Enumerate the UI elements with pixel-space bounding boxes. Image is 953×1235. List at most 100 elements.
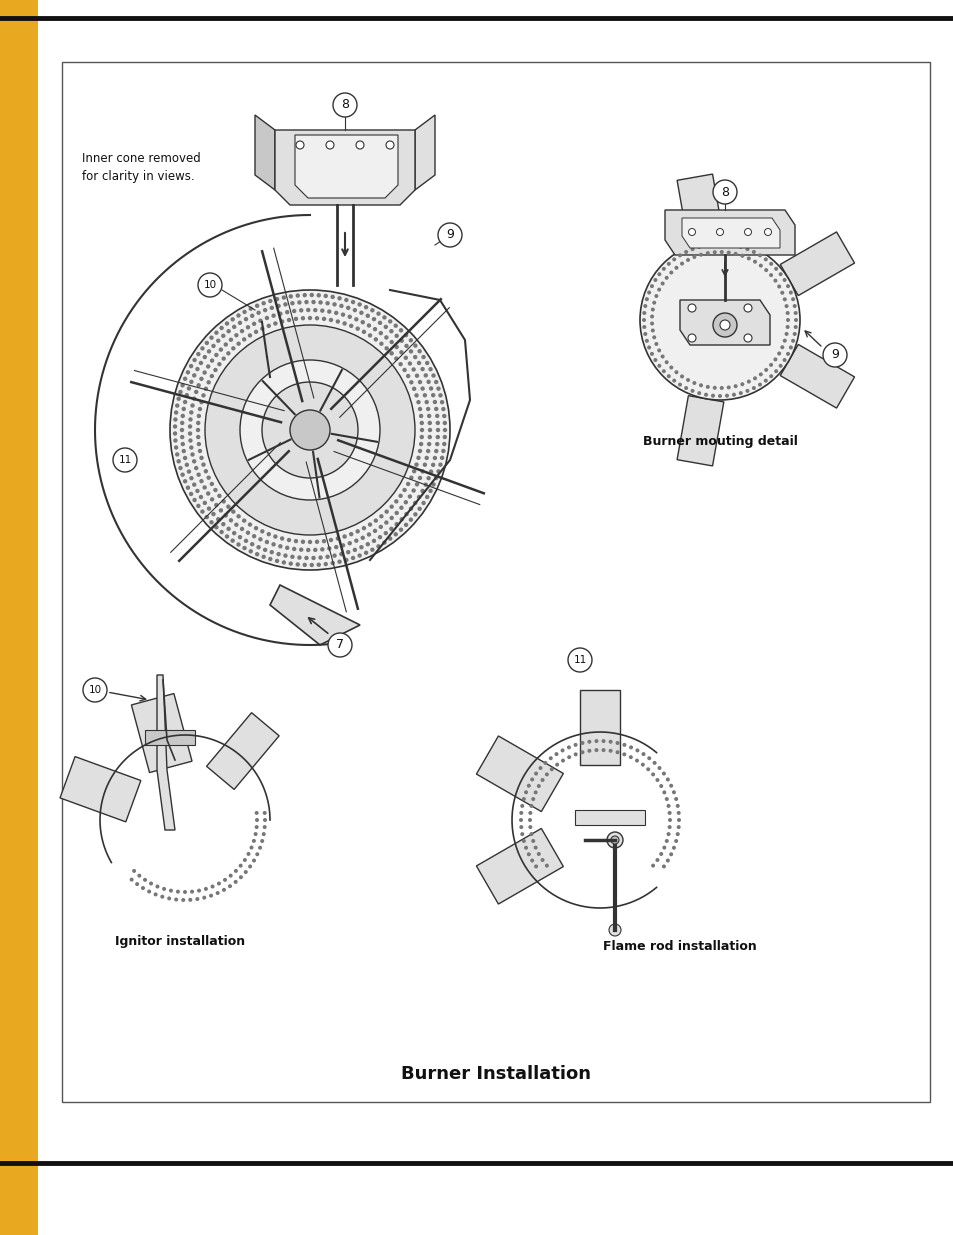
Circle shape [196, 442, 201, 446]
Circle shape [403, 522, 408, 527]
Circle shape [724, 242, 728, 246]
Circle shape [579, 750, 584, 755]
Circle shape [437, 393, 442, 398]
Circle shape [439, 400, 444, 404]
Circle shape [606, 832, 622, 848]
Circle shape [394, 357, 398, 361]
Circle shape [403, 500, 408, 504]
Circle shape [248, 864, 252, 868]
Circle shape [281, 295, 286, 300]
Circle shape [176, 396, 181, 401]
Circle shape [248, 522, 252, 527]
Circle shape [601, 739, 605, 743]
Circle shape [384, 510, 389, 514]
Circle shape [173, 446, 178, 450]
Circle shape [743, 333, 751, 342]
Circle shape [544, 772, 548, 777]
Circle shape [265, 316, 269, 320]
Circle shape [172, 431, 177, 436]
Circle shape [221, 333, 225, 338]
Circle shape [777, 352, 781, 356]
Circle shape [372, 538, 375, 543]
Circle shape [440, 448, 445, 453]
Circle shape [394, 499, 398, 504]
Circle shape [661, 369, 665, 373]
Circle shape [417, 406, 422, 411]
Circle shape [434, 380, 438, 384]
Circle shape [413, 513, 417, 516]
Circle shape [180, 421, 184, 425]
Circle shape [378, 514, 383, 519]
Circle shape [374, 337, 377, 342]
Circle shape [421, 500, 425, 505]
Circle shape [768, 273, 772, 277]
Circle shape [329, 317, 333, 322]
Circle shape [292, 547, 296, 551]
Circle shape [785, 311, 789, 315]
Circle shape [705, 385, 709, 389]
Circle shape [231, 317, 234, 321]
Circle shape [412, 469, 416, 473]
Circle shape [594, 739, 598, 743]
Circle shape [240, 359, 379, 500]
Circle shape [373, 529, 376, 534]
Circle shape [654, 294, 658, 298]
Circle shape [321, 316, 326, 321]
Circle shape [189, 492, 193, 496]
Circle shape [206, 364, 211, 369]
Circle shape [215, 517, 220, 521]
Circle shape [83, 678, 107, 701]
Polygon shape [157, 676, 174, 830]
Circle shape [263, 547, 267, 552]
Circle shape [189, 379, 193, 384]
Circle shape [793, 311, 797, 315]
Circle shape [398, 329, 403, 332]
Circle shape [523, 846, 527, 850]
Circle shape [375, 545, 380, 548]
Circle shape [411, 488, 416, 493]
Circle shape [217, 494, 221, 498]
Circle shape [199, 377, 203, 382]
Circle shape [674, 266, 678, 269]
Circle shape [249, 550, 253, 553]
Circle shape [710, 394, 714, 398]
Circle shape [433, 400, 436, 404]
Circle shape [242, 310, 247, 314]
Circle shape [690, 389, 694, 393]
Circle shape [375, 311, 380, 316]
Polygon shape [780, 232, 854, 295]
Circle shape [355, 529, 359, 534]
Circle shape [653, 358, 657, 362]
Circle shape [521, 797, 525, 802]
Circle shape [372, 317, 375, 321]
Text: 8: 8 [340, 99, 349, 111]
Circle shape [378, 331, 382, 336]
Circle shape [649, 315, 654, 319]
Circle shape [262, 825, 267, 829]
Circle shape [534, 772, 537, 776]
Circle shape [262, 811, 267, 815]
Polygon shape [415, 115, 435, 190]
Circle shape [263, 308, 267, 312]
Circle shape [323, 562, 328, 567]
Circle shape [386, 141, 394, 149]
Circle shape [135, 882, 139, 885]
Circle shape [244, 538, 248, 543]
Circle shape [183, 456, 187, 461]
Circle shape [250, 542, 254, 546]
Circle shape [258, 537, 262, 541]
Circle shape [437, 462, 442, 467]
Circle shape [652, 761, 656, 764]
Circle shape [743, 304, 751, 312]
Circle shape [226, 526, 231, 531]
Circle shape [174, 898, 178, 902]
Circle shape [608, 740, 612, 743]
Circle shape [423, 373, 428, 378]
Circle shape [669, 366, 673, 369]
Circle shape [664, 839, 668, 844]
Circle shape [427, 421, 432, 425]
Text: 9: 9 [830, 348, 838, 362]
Circle shape [650, 308, 654, 311]
Circle shape [309, 293, 314, 298]
Circle shape [355, 141, 364, 149]
